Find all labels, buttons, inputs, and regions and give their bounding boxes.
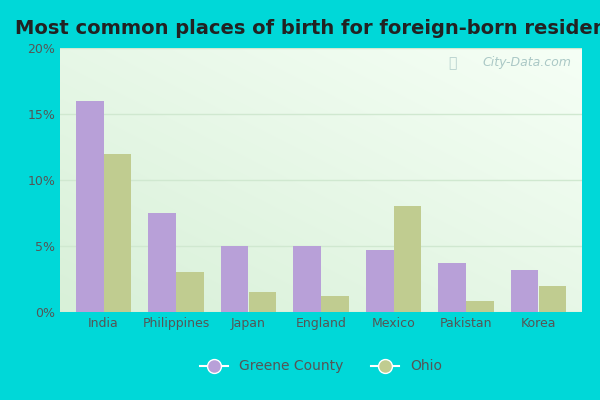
Bar <box>466 302 494 312</box>
Bar <box>221 246 248 312</box>
Text: ⓘ: ⓘ <box>448 56 457 70</box>
Bar <box>176 272 203 312</box>
Bar <box>76 101 104 312</box>
Bar <box>293 246 321 312</box>
Legend: Greene County, Ohio: Greene County, Ohio <box>194 354 448 379</box>
Bar <box>321 296 349 312</box>
Bar <box>104 154 131 312</box>
Title: Most common places of birth for foreign-born residents: Most common places of birth for foreign-… <box>15 19 600 38</box>
Bar <box>511 270 538 312</box>
Bar <box>394 206 421 312</box>
Bar <box>366 250 394 312</box>
Bar <box>539 286 566 312</box>
Bar <box>148 213 176 312</box>
Bar <box>248 292 276 312</box>
Text: City-Data.com: City-Data.com <box>482 56 572 69</box>
Bar <box>439 263 466 312</box>
